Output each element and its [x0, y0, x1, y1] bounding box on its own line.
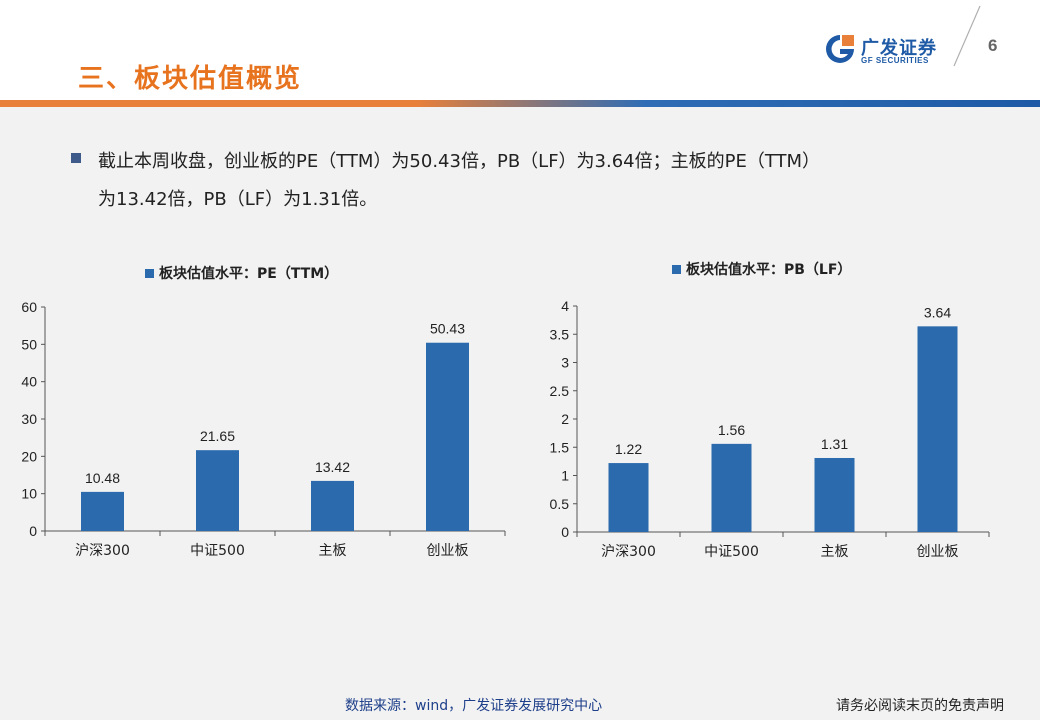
y-tick-label: 60 — [21, 299, 37, 315]
x-category-label: 创业板 — [917, 544, 959, 560]
x-category-label: 创业板 — [427, 543, 469, 559]
data-source-note: 数据来源：wind，广发证券发展研究中心 — [345, 698, 603, 714]
legend-swatch — [672, 265, 681, 274]
y-tick-label: 30 — [21, 411, 37, 427]
bar-value-label: 1.22 — [615, 441, 642, 457]
y-tick-label: 4 — [561, 298, 569, 314]
bar-value-label: 50.43 — [430, 321, 465, 337]
bullet-square-icon — [71, 153, 81, 163]
gf-logo-icon — [826, 35, 854, 63]
legend-label: 板块估值水平：PB（LF） — [686, 261, 851, 278]
y-tick-label: 20 — [21, 448, 37, 464]
bar — [711, 443, 752, 532]
legend-swatch — [145, 269, 154, 278]
chart-svg: 板块估值水平：PE（TTM） 0 10 20 30 40 50 60 10.48 沪深300 21.… — [21, 265, 506, 559]
x-category-label: 中证500 — [704, 544, 759, 560]
divider-slash-icon — [953, 5, 981, 67]
x-category-label: 沪深300 — [601, 544, 656, 560]
x-category-label: 中证500 — [190, 543, 245, 559]
bar — [917, 326, 958, 532]
y-tick-label: 10 — [21, 486, 37, 502]
y-tick-label: 3 — [561, 355, 569, 371]
bar — [81, 491, 124, 531]
bar-value-label: 1.31 — [821, 436, 848, 452]
y-tick-label: 50 — [21, 336, 37, 352]
x-category-label: 主板 — [821, 544, 849, 560]
disclaimer-note: 请务必阅读末页的免责声明 — [836, 698, 1004, 714]
bar-value-label: 10.48 — [85, 470, 120, 486]
y-tick-label: 1 — [561, 468, 569, 484]
logo-english-name: GF SECURITIES — [861, 56, 929, 65]
pb-bar-chart: 板块估值水平：PB（LF） 0 0.5 1 1.5 2 2.5 3 3.5 4 1.22 沪深300 1… — [520, 250, 1040, 570]
bar-value-label: 13.42 — [315, 459, 350, 475]
x-category-label: 主板 — [319, 543, 347, 559]
logo-chinese-name: 广发证券 — [861, 38, 937, 59]
bar — [608, 463, 649, 532]
y-tick-label: 2.5 — [550, 383, 570, 399]
company-logo: 广发证券 GF SECURITIES — [823, 32, 943, 70]
page-number: 6 — [988, 36, 998, 55]
y-tick-label: 0 — [561, 524, 569, 540]
section-title: 三、板块估值概览 — [78, 64, 303, 94]
bar — [814, 457, 855, 532]
legend-label: 板块估值水平：PE（TTM） — [159, 265, 338, 282]
bar-value-label: 1.56 — [718, 422, 745, 438]
bar — [196, 450, 239, 531]
y-tick-label: 0.5 — [550, 496, 570, 512]
y-tick-label: 1.5 — [550, 439, 570, 455]
summary-line-1: 截止本周收盘，创业板的PE（TTM）为50.43倍，PB（LF）为3.64倍；主… — [98, 151, 821, 172]
bar-value-label: 3.64 — [924, 304, 951, 320]
y-tick-label: 2 — [561, 411, 569, 427]
header-stripe — [0, 100, 1040, 107]
bar — [426, 342, 469, 531]
y-tick-label: 40 — [21, 374, 37, 390]
bar — [311, 480, 354, 531]
summary-line-2: 为13.42倍，PB（LF）为1.31倍。 — [98, 189, 378, 210]
bar-value-label: 21.65 — [200, 428, 235, 444]
summary-text: 截止本周收盘，创业板的PE（TTM）为50.43倍，PB（LF）为3.64倍；主… — [98, 143, 978, 219]
pe-bar-chart: 板块估值水平：PE（TTM） 0 10 20 30 40 50 60 10.48 沪深300 21.… — [0, 250, 520, 570]
header-bar: 三、板块估值概览 广发证券 GF SECURITIES 6 — [0, 0, 1040, 100]
y-tick-label: 0 — [29, 523, 37, 539]
y-tick-label: 3.5 — [550, 326, 570, 342]
x-category-label: 沪深300 — [75, 543, 130, 559]
chart-svg: 板块估值水平：PB（LF） 0 0.5 1 1.5 2 2.5 3 3.5 4 1.22 沪深300 1… — [550, 261, 990, 560]
